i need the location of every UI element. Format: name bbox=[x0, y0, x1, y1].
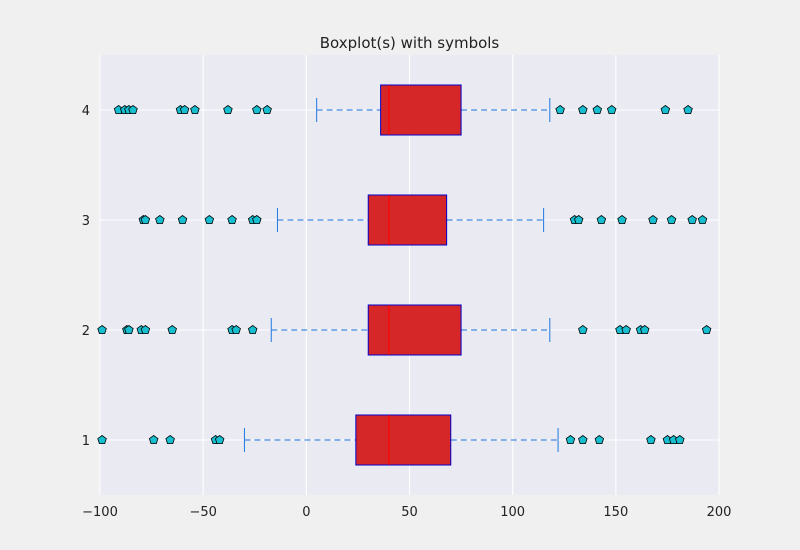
axis-ticks: −100 −50 0 50 100 150 200 1 2 3 4 bbox=[82, 104, 732, 520]
x-tick-label: 200 bbox=[707, 505, 732, 520]
flier-point bbox=[97, 435, 107, 445]
x-tick-label: 100 bbox=[500, 505, 525, 520]
flier-point bbox=[148, 435, 159, 445]
flier-point bbox=[621, 325, 631, 335]
flier-point bbox=[697, 215, 708, 225]
flier-point bbox=[565, 435, 576, 445]
y-tick-label: 1 bbox=[82, 434, 90, 449]
flier-point bbox=[648, 215, 658, 225]
box bbox=[380, 84, 462, 136]
flier-point bbox=[687, 215, 697, 225]
boxplot-1 bbox=[97, 414, 685, 466]
flier-point bbox=[231, 325, 241, 335]
flier-point bbox=[594, 435, 605, 445]
flier-point bbox=[592, 105, 603, 115]
flier-point bbox=[140, 215, 151, 225]
x-tick-label: 150 bbox=[603, 505, 628, 520]
box bbox=[367, 194, 448, 246]
flier-point bbox=[660, 105, 671, 115]
flier-point bbox=[128, 105, 138, 115]
chart-title: Boxplot(s) with symbols bbox=[320, 34, 500, 52]
flier-point bbox=[646, 435, 656, 445]
y-tick-label: 4 bbox=[82, 104, 90, 119]
flier-point bbox=[179, 105, 190, 115]
flier-point bbox=[666, 215, 677, 225]
flier-point bbox=[596, 215, 607, 225]
flier-point bbox=[227, 215, 237, 225]
flier-point bbox=[573, 215, 584, 225]
boxplot-series bbox=[97, 84, 712, 466]
box bbox=[367, 304, 462, 356]
flier-point bbox=[165, 435, 175, 445]
flier-point bbox=[124, 325, 134, 335]
x-tick-label: −50 bbox=[189, 505, 216, 520]
flier-point bbox=[97, 325, 107, 335]
boxplot-3 bbox=[138, 194, 708, 246]
flier-point bbox=[167, 325, 177, 335]
flier-point bbox=[247, 325, 258, 335]
flier-point bbox=[177, 215, 188, 225]
box bbox=[355, 414, 452, 466]
boxplot-4 bbox=[113, 84, 693, 136]
flier-point bbox=[683, 105, 693, 115]
flier-point bbox=[262, 105, 272, 115]
flier-point bbox=[578, 435, 588, 445]
x-tick-label: 0 bbox=[302, 505, 310, 520]
y-tick-label: 3 bbox=[82, 214, 90, 229]
flier-point bbox=[214, 435, 225, 445]
flier-point bbox=[252, 215, 262, 225]
flier-point bbox=[675, 435, 685, 445]
boxplot-2 bbox=[97, 304, 712, 356]
flier-point bbox=[204, 215, 215, 225]
flier-point bbox=[578, 105, 588, 115]
flier-point bbox=[617, 215, 627, 225]
x-tick-label: −100 bbox=[82, 505, 118, 520]
flier-point bbox=[639, 325, 650, 335]
flier-point bbox=[190, 105, 200, 115]
flier-point bbox=[155, 215, 165, 225]
flier-point bbox=[578, 325, 588, 335]
flier-point bbox=[252, 105, 262, 115]
flier-point bbox=[701, 325, 712, 335]
x-tick-label: 50 bbox=[401, 505, 418, 520]
flier-point bbox=[223, 105, 233, 115]
flier-point bbox=[140, 325, 151, 335]
y-tick-label: 2 bbox=[82, 324, 90, 339]
flier-point bbox=[606, 105, 617, 115]
flier-point bbox=[555, 105, 565, 115]
